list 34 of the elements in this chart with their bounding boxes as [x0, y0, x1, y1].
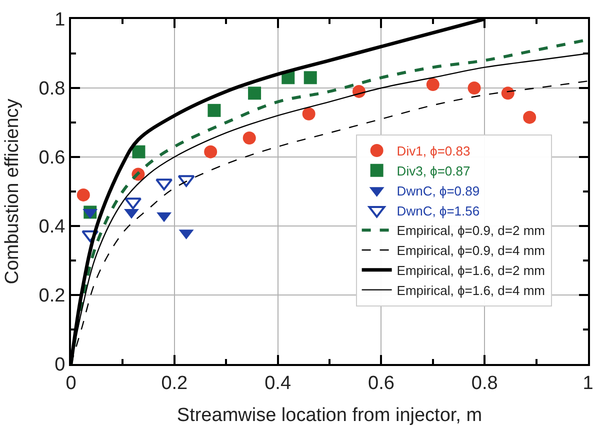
point [468, 82, 481, 94]
y-tick-label: 1 [54, 10, 66, 31]
y-tick-label: 0 [54, 354, 66, 376]
legend-label: Empirical, ϕ=1.6, d=4 mm [396, 282, 545, 298]
x-tick-label: 0.4 [264, 372, 292, 394]
legend-label: Empirical, ϕ=0.9, d=4 mm [396, 243, 545, 258]
legend-label: Div1, ϕ=0.83 [396, 144, 470, 159]
x-axis-title: Streamwise location from injector, m [176, 405, 482, 426]
x-tick-label: 1 [582, 372, 594, 394]
point [523, 110, 536, 124]
point [302, 107, 316, 120]
y-axis-title: Combustion efficiency [2, 98, 24, 284]
point [304, 71, 317, 84]
point [208, 104, 221, 117]
x-tick-label: 0.6 [368, 372, 394, 394]
point [501, 86, 514, 100]
legend-label: Empirical, ϕ=1.6, d=2 mm [396, 262, 545, 278]
point [82, 230, 99, 242]
point [242, 132, 256, 145]
point [132, 145, 146, 158]
legend-label: Empirical, ϕ=0.9, d=2 mm [396, 223, 545, 238]
legend-label: Div3, ϕ=0.87 [396, 163, 470, 178]
point [426, 78, 440, 92]
legend-label: DwnC, ϕ=1.56 [396, 203, 480, 218]
legend-label: DwnC, ϕ=0.89 [396, 183, 480, 198]
y-tick-label: 0.4 [38, 216, 66, 238]
x-tick-label: 0.2 [161, 372, 188, 394]
point [204, 145, 218, 158]
point [248, 86, 262, 100]
y-tick-label: 0.8 [38, 78, 66, 100]
y-tick-label: 0.6 [38, 148, 66, 169]
x-tick-label: 0.8 [471, 372, 498, 394]
point [76, 188, 90, 202]
y-tick-label: 0.2 [38, 286, 66, 307]
